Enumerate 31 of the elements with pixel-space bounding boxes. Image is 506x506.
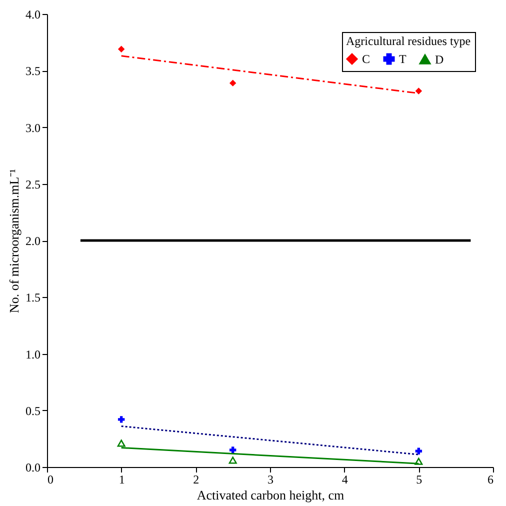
y-tick-label: 2.0 bbox=[26, 234, 40, 248]
y-tick-label: 1.0 bbox=[26, 347, 40, 362]
y-tick-label: 1.5 bbox=[26, 290, 40, 305]
point bbox=[229, 80, 236, 86]
y-tick-label: 0.5 bbox=[26, 404, 40, 418]
y-tick-label: 3.0 bbox=[26, 120, 40, 135]
x-tick-label: 0 bbox=[48, 472, 54, 486]
legend-label: C bbox=[362, 52, 370, 66]
legend-label: D bbox=[435, 52, 444, 66]
point bbox=[117, 440, 126, 447]
legend-title: Agricultural residues type bbox=[346, 34, 471, 48]
legend-label: T bbox=[399, 52, 407, 66]
point bbox=[228, 456, 237, 464]
x-tick-label: 6 bbox=[488, 472, 494, 486]
y-tick-label: 2.5 bbox=[26, 177, 40, 192]
y-tick-label: 4.0 bbox=[26, 8, 40, 22]
y-tick-label: 3.5 bbox=[26, 64, 40, 78]
x-tick-label: 1 bbox=[118, 472, 125, 486]
point bbox=[415, 88, 422, 94]
point bbox=[118, 416, 125, 423]
y-axis-title: No. of microorganism.mL⁻¹ bbox=[6, 168, 22, 314]
x-tick-label: 5 bbox=[416, 472, 422, 486]
x-axis-title: Activated carbon height, cm bbox=[196, 488, 344, 502]
point bbox=[415, 448, 422, 454]
point bbox=[118, 46, 125, 52]
x-tick-label: 3 bbox=[268, 472, 274, 486]
x-tick-label: 2 bbox=[193, 472, 200, 486]
y-tick-label: 0.0 bbox=[26, 460, 40, 474]
point bbox=[229, 446, 236, 454]
point bbox=[414, 458, 423, 465]
x-tick-label: 4 bbox=[342, 472, 348, 486]
